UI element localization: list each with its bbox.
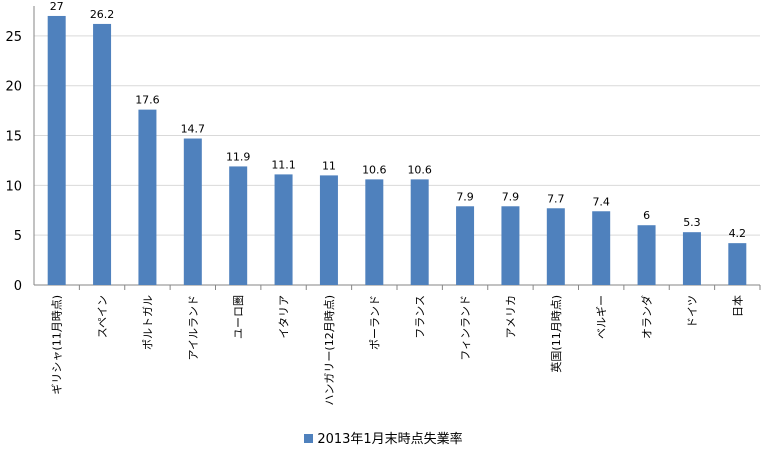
category-label: ハンガリー(12月時点) <box>323 295 336 406</box>
category-label: オランダ <box>640 295 654 339</box>
bar <box>456 206 475 285</box>
y-tick-label: 10 <box>5 179 22 194</box>
category-label: ユーロ圏 <box>232 295 245 339</box>
category-label: ポルトガル <box>141 295 154 350</box>
legend: 2013年1月末時点失業率 <box>0 428 767 447</box>
data-label: 27 <box>50 0 64 13</box>
y-tick-label: 15 <box>5 130 22 145</box>
data-label: 11.9 <box>226 150 251 163</box>
bar <box>682 232 701 285</box>
bar <box>592 211 611 285</box>
category-label: フィンランド <box>459 295 472 361</box>
category-label: フランス <box>414 295 427 339</box>
category-label: ベルギー <box>595 295 608 339</box>
bar <box>229 166 248 285</box>
category-label: スペイン <box>96 295 109 338</box>
category-label: ポーランド <box>368 295 381 350</box>
data-label: 26.2 <box>90 8 115 21</box>
category-label: イタリア <box>278 295 291 339</box>
legend-swatch <box>304 434 314 443</box>
bar <box>546 208 565 285</box>
category-label: 日本 <box>730 295 744 317</box>
bar <box>138 109 157 285</box>
bar <box>728 243 747 285</box>
bar <box>365 179 384 285</box>
data-label: 6 <box>643 209 650 222</box>
category-label: アメリカ <box>504 295 517 338</box>
data-label: 11 <box>322 159 336 172</box>
data-label: 10.6 <box>407 163 432 176</box>
data-label: 10.6 <box>362 163 387 176</box>
data-label: 5.3 <box>683 216 701 229</box>
category-label: アイルランド <box>187 295 200 360</box>
data-label: 17.6 <box>135 94 160 107</box>
bar <box>637 225 656 285</box>
category-label: 英国(11月時点) <box>549 295 563 373</box>
data-label: 11.1 <box>271 158 296 171</box>
data-label: 7.9 <box>502 190 520 203</box>
chart-plot: 0 5 10 15 20 25 27 ギリシャ(11月時点) 26.2 スペイン 17.6 ポルトガル… <box>5 0 761 406</box>
y-tick-label: 25 <box>5 30 22 45</box>
y-tick-label: 5 <box>14 229 22 244</box>
data-label: 7.7 <box>547 192 565 205</box>
bar <box>410 179 429 285</box>
bar <box>319 175 338 285</box>
y-tick-label: 0 <box>14 279 22 294</box>
y-tick-label: 20 <box>5 80 22 95</box>
bar <box>93 23 112 285</box>
data-label: 14.7 <box>181 123 206 136</box>
data-label: 7.4 <box>592 195 610 208</box>
bar <box>183 138 202 285</box>
bar <box>47 15 66 285</box>
data-label: 4.2 <box>729 227 747 240</box>
legend-label: 2013年1月末時点失業率 <box>317 432 463 447</box>
category-label: ドイツ <box>686 295 699 328</box>
bar <box>274 174 293 285</box>
data-label: 7.9 <box>456 190 474 203</box>
category-label: ギリシャ(11月時点) <box>51 295 64 395</box>
bar <box>501 206 520 285</box>
